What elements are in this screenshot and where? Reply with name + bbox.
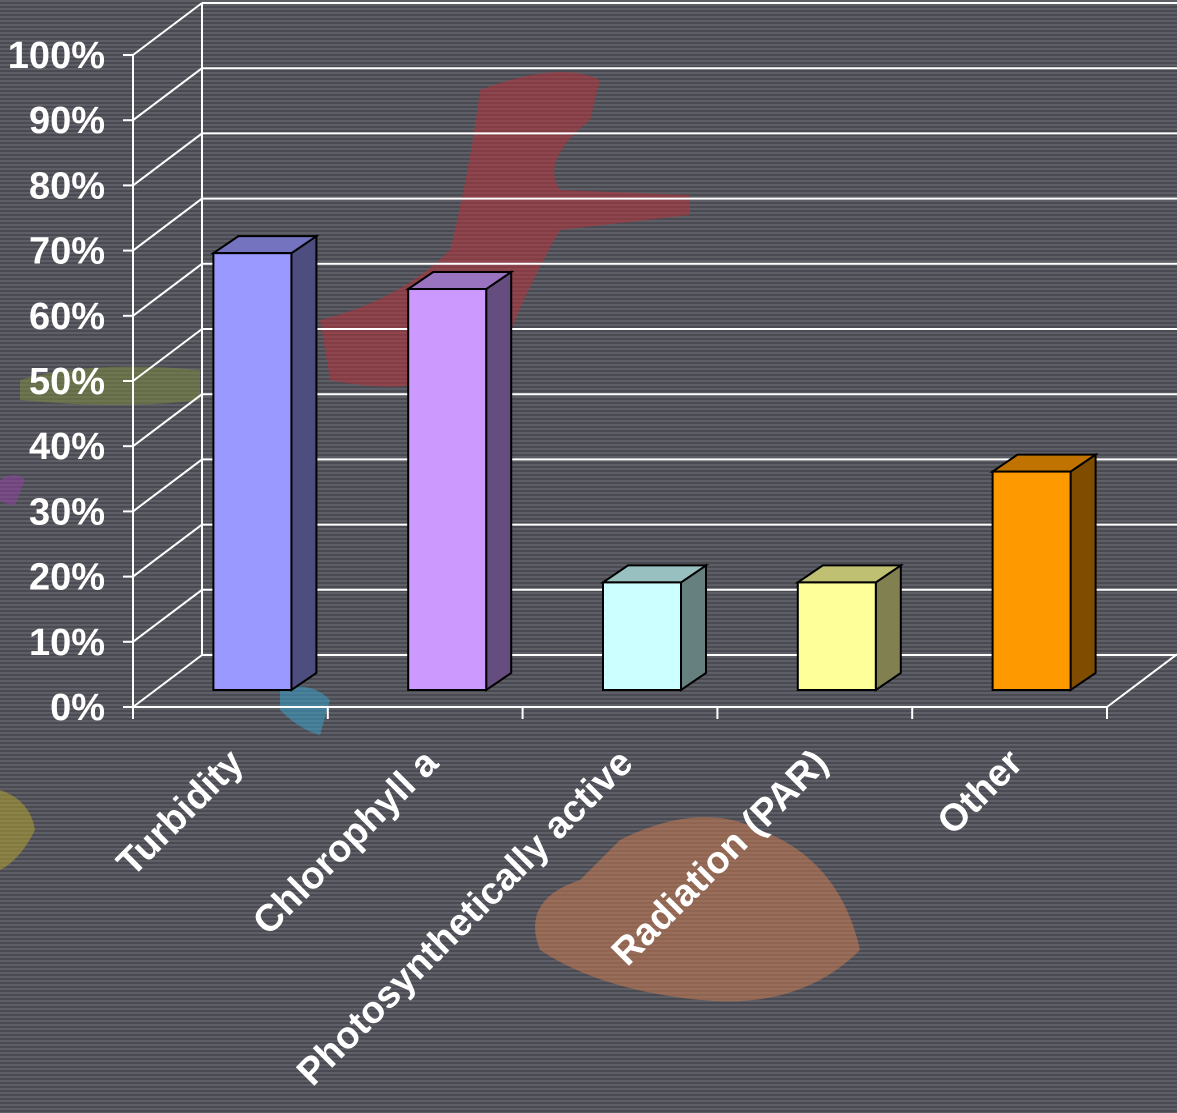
bar-4	[794, 563, 905, 692]
side-wall-gridline	[132, 67, 203, 121]
bar-front	[602, 581, 682, 691]
y-tick-label: 80%	[29, 165, 105, 207]
y-tick-label: 60%	[29, 296, 105, 338]
y-tick-label: 90%	[29, 100, 105, 142]
side-wall-gridline	[132, 393, 203, 447]
side-wall-gridline	[132, 197, 203, 252]
y-tick-label: 70%	[29, 231, 105, 273]
bar-front	[796, 581, 877, 691]
bar-side	[485, 270, 513, 692]
y-tick-label: 40%	[29, 426, 105, 468]
side-wall-gridline	[132, 654, 203, 708]
side-wall-gridline	[132, 2, 203, 56]
bar-side	[290, 234, 318, 692]
bar-front	[991, 470, 1072, 691]
y-tick-label: 10%	[29, 622, 105, 664]
y-tick-label: 30%	[29, 491, 105, 533]
side-wall-gridline	[132, 523, 203, 578]
side-wall-gridline	[132, 328, 203, 382]
bar-2	[404, 270, 515, 692]
side-wall-gridline	[132, 458, 203, 513]
y-tick-label: 20%	[29, 557, 105, 599]
side-wall-gridline	[132, 263, 203, 317]
y-tick-label: 100%	[8, 35, 105, 77]
bar-3	[599, 563, 710, 692]
bar-side	[1069, 452, 1097, 692]
bar-5	[989, 452, 1099, 692]
side-wall-gridline	[132, 589, 203, 643]
bars-layer	[210, 234, 1099, 692]
y-tick-label: 0%	[50, 687, 105, 729]
bar-side	[874, 563, 902, 692]
bar-front	[407, 288, 488, 691]
bar-front	[212, 252, 293, 691]
side-wall-gridline	[132, 132, 203, 187]
bar-side	[680, 563, 707, 692]
y-tick-label: 50%	[29, 361, 105, 403]
bar-1	[210, 234, 320, 692]
floor-right-edge	[1106, 653, 1177, 708]
